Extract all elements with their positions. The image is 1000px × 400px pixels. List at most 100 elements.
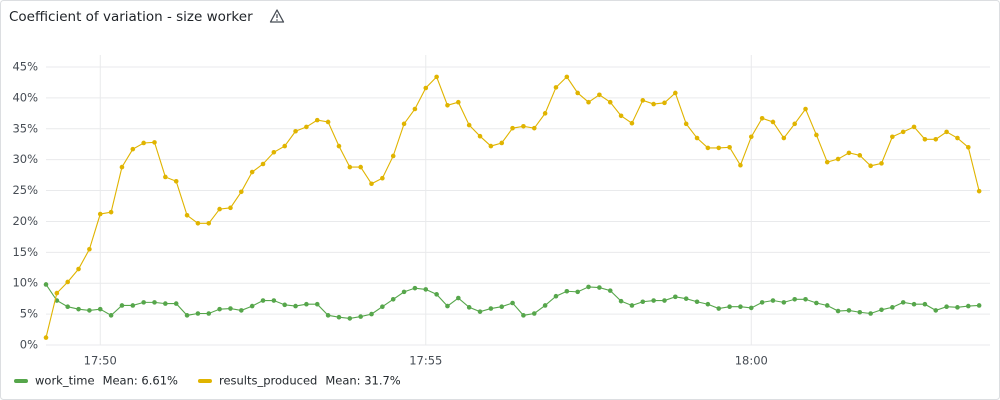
point: [271, 149, 277, 155]
point: [575, 289, 580, 295]
point: [531, 311, 537, 316]
y-tick-label: 45%: [12, 60, 38, 74]
point: [184, 212, 190, 218]
point: [347, 316, 353, 321]
point: [163, 301, 168, 306]
point: [575, 90, 580, 96]
point: [976, 303, 982, 308]
point: [477, 133, 483, 139]
point: [857, 309, 863, 315]
point: [879, 307, 884, 313]
point: [380, 175, 385, 181]
point: [597, 92, 602, 98]
point: [640, 98, 646, 103]
point: [748, 305, 754, 311]
y-tick-label: 20%: [12, 214, 38, 228]
point: [369, 311, 374, 317]
y-tick-label: 25%: [12, 183, 38, 197]
point: [629, 303, 635, 308]
point: [152, 140, 157, 145]
point: [879, 161, 884, 166]
point: [380, 304, 385, 309]
point: [683, 121, 689, 127]
point: [814, 132, 819, 138]
point: [434, 74, 439, 80]
point: [521, 124, 526, 129]
point: [65, 279, 71, 285]
warning-icon[interactable]: [269, 9, 285, 23]
point: [618, 113, 624, 119]
point: [249, 169, 255, 175]
point: [304, 301, 309, 307]
point: [792, 121, 797, 127]
point: [336, 314, 342, 320]
point: [499, 304, 505, 309]
point: [43, 282, 49, 287]
chart-title: Coefficient of variation - size worker: [9, 9, 253, 25]
point: [173, 178, 179, 184]
point: [857, 153, 863, 158]
point: [97, 306, 103, 312]
point: [206, 220, 212, 226]
point: [293, 303, 298, 309]
x-tick-label: 18:00: [735, 354, 768, 368]
series: [43, 282, 982, 321]
point: [510, 125, 515, 131]
point: [759, 115, 765, 121]
point: [108, 209, 114, 215]
point: [521, 313, 526, 318]
point: [390, 296, 396, 302]
point: [814, 300, 819, 306]
y-tick-label: 40%: [12, 90, 38, 104]
point: [824, 303, 830, 308]
legend-swatch: [14, 379, 28, 383]
point: [401, 289, 407, 295]
point: [314, 117, 320, 123]
point: [336, 143, 342, 149]
point: [130, 303, 136, 308]
point: [456, 295, 461, 301]
point: [673, 294, 678, 300]
y-tick-label: 15%: [12, 245, 38, 259]
point: [325, 313, 331, 318]
x-tick-label: 17:50: [84, 354, 117, 368]
point: [792, 296, 797, 302]
point: [586, 284, 591, 290]
point: [900, 300, 906, 305]
point: [466, 122, 472, 128]
point: [835, 156, 841, 162]
point: [260, 161, 266, 167]
point: [846, 150, 852, 156]
y-tick-label: 5%: [20, 307, 38, 321]
point: [694, 135, 700, 141]
point: [553, 293, 559, 299]
point: [195, 311, 201, 316]
point: [369, 181, 374, 187]
point: [401, 121, 407, 127]
point: [542, 303, 548, 308]
point: [173, 301, 179, 306]
point: [618, 298, 624, 304]
point: [65, 304, 71, 309]
point: [97, 211, 103, 217]
point: [499, 140, 505, 146]
point: [781, 300, 787, 305]
point: [803, 106, 808, 112]
point: [531, 125, 537, 131]
point: [727, 145, 732, 150]
point: [358, 314, 363, 319]
point: [510, 300, 515, 306]
point: [195, 220, 201, 226]
point: [868, 163, 873, 169]
point: [293, 128, 298, 134]
point: [76, 266, 81, 272]
point: [390, 153, 396, 159]
point: [564, 74, 570, 80]
point: [445, 303, 450, 309]
point: [922, 136, 928, 142]
legend-swatch: [197, 379, 212, 383]
point: [249, 303, 255, 309]
point: [911, 124, 917, 130]
point: [314, 301, 320, 307]
